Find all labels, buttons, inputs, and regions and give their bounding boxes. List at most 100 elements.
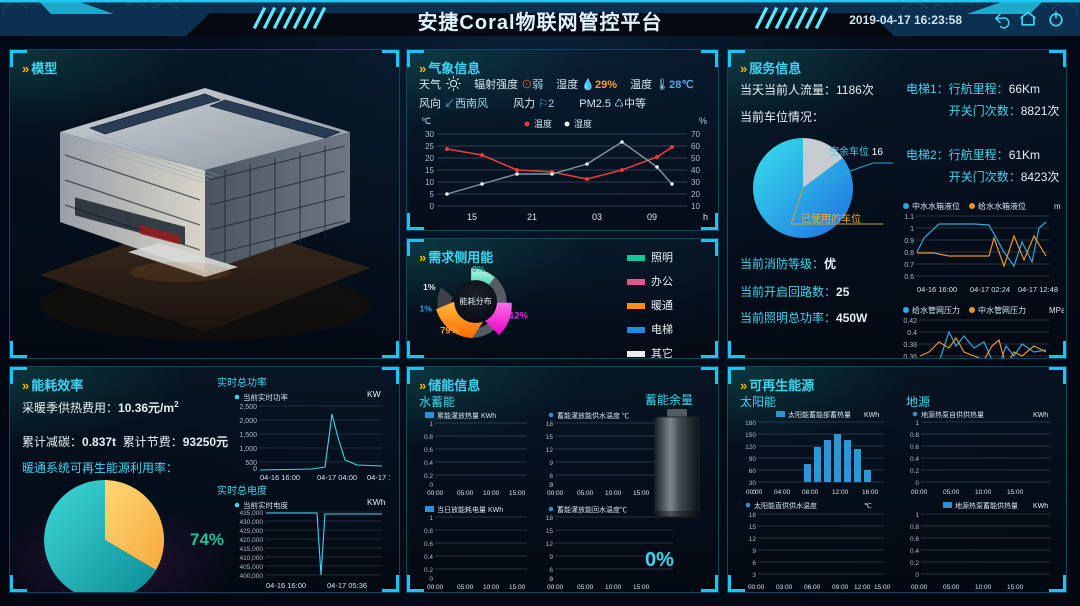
svg-text:18: 18 [546, 515, 554, 522]
svg-text:12: 12 [546, 541, 554, 548]
svg-text:湿度: 湿度 [574, 118, 592, 129]
svg-text:当日放能耗电量 KWh: 当日放能耗电量 KWh [437, 505, 503, 514]
svg-text:0.8: 0.8 [910, 524, 919, 531]
svg-text:9: 9 [549, 460, 553, 467]
svg-text:9: 9 [549, 554, 553, 561]
svg-text:实时总功率: 实时总功率 [217, 377, 267, 389]
svg-text:79%: 79% [440, 325, 459, 335]
svg-text:累能灌放热量 KWh: 累能灌放热量 KWh [437, 411, 496, 420]
svg-text:KWh: KWh [1033, 412, 1048, 419]
svg-text:10:00: 10:00 [975, 584, 992, 591]
svg-text:6: 6 [549, 473, 553, 480]
svg-text:6: 6 [549, 567, 553, 574]
svg-text:03:00: 03:00 [776, 584, 793, 591]
svg-text:06:00: 06:00 [804, 584, 821, 591]
svg-text:05:00: 05:00 [943, 489, 960, 496]
svg-text:15: 15 [467, 212, 477, 222]
svg-text:0.38: 0.38 [903, 342, 917, 349]
svg-text:0.36: 0.36 [903, 354, 917, 359]
svg-text:15: 15 [749, 524, 757, 531]
svg-text:09:00: 09:00 [832, 584, 849, 591]
svg-text:0.4: 0.4 [910, 548, 919, 555]
svg-text:04-16 16:00: 04-16 16:00 [266, 581, 306, 589]
svg-text:KWh: KWh [1033, 503, 1048, 510]
svg-text:430,000: 430,000 [240, 519, 264, 526]
svg-text:90: 90 [749, 456, 757, 463]
svg-text:10:00: 10:00 [605, 584, 622, 589]
svg-text:给水管网压力: 给水管网压力 [912, 305, 960, 315]
svg-text:05:00: 05:00 [577, 584, 594, 589]
svg-text:1%: 1% [423, 282, 436, 292]
svg-text:15:00: 15:00 [874, 584, 891, 591]
svg-text:04-16 16:00: 04-16 16:00 [917, 285, 957, 294]
svg-text:15:00: 15:00 [1007, 489, 1024, 496]
svg-text:00:00: 00:00 [547, 490, 564, 495]
svg-text:20: 20 [691, 190, 700, 199]
svg-text:18: 18 [546, 421, 554, 428]
svg-text:0.6: 0.6 [424, 541, 433, 548]
svg-text:0.6: 0.6 [910, 444, 919, 451]
svg-text:0.9: 0.9 [904, 238, 914, 245]
svg-text:0: 0 [549, 576, 553, 583]
svg-text:08:00: 08:00 [802, 489, 819, 496]
svg-text:0.8: 0.8 [904, 250, 914, 257]
svg-text:15:00: 15:00 [509, 584, 526, 589]
svg-text:20: 20 [425, 154, 434, 163]
svg-text:12:00: 12:00 [832, 489, 849, 496]
svg-text:1: 1 [429, 421, 433, 428]
svg-text:太阳能蓄能部蓄热量: 太阳能蓄能部蓄热量 [788, 410, 851, 419]
svg-text:给水水箱液位: 给水水箱液位 [978, 201, 1026, 211]
svg-text:15: 15 [425, 166, 434, 175]
svg-text:6: 6 [752, 560, 756, 567]
svg-text:00:00: 00:00 [427, 584, 444, 589]
svg-text:0: 0 [429, 576, 433, 583]
svg-text:60: 60 [749, 468, 757, 475]
svg-text:0: 0 [549, 482, 553, 489]
svg-text:415,000: 415,000 [240, 546, 264, 553]
svg-text:空余车位 16: 空余车位 16 [829, 145, 883, 158]
svg-text:0: 0 [915, 572, 919, 579]
svg-text:m: m [1054, 202, 1061, 211]
svg-text:00:00: 00:00 [911, 584, 928, 591]
svg-text:0.6: 0.6 [424, 447, 433, 454]
svg-text:03: 03 [592, 212, 602, 222]
svg-text:地源热泵自供供热量: 地源热泵自供供热量 [921, 410, 984, 419]
svg-text:05:00: 05:00 [577, 490, 594, 495]
svg-text:04-17 02:24: 04-17 02:24 [970, 285, 1010, 294]
svg-text:0.8: 0.8 [424, 434, 433, 441]
svg-text:KW: KW [367, 389, 381, 399]
svg-text:12%: 12% [509, 310, 528, 320]
svg-text:50: 50 [691, 154, 700, 163]
svg-text:已使用的车位: 已使用的车位 [801, 212, 861, 225]
svg-text:℃: ℃ [421, 116, 431, 126]
svg-text:0.6: 0.6 [910, 536, 919, 543]
svg-text:h: h [703, 212, 708, 222]
svg-text:435,000: 435,000 [240, 510, 264, 517]
svg-text:0.2: 0.2 [910, 468, 919, 475]
svg-text:400,000: 400,000 [240, 573, 264, 580]
svg-text:1: 1 [915, 512, 919, 519]
svg-text:1.1: 1.1 [904, 214, 914, 221]
svg-text:地源热泵蓄能供热量: 地源热泵蓄能供热量 [955, 501, 1018, 510]
svg-text:405,000: 405,000 [240, 564, 264, 571]
svg-text:00:00: 00:00 [911, 489, 928, 496]
svg-text:当前实时电度: 当前实时电度 [243, 500, 288, 510]
svg-text:0: 0 [915, 480, 919, 487]
svg-text:0.42: 0.42 [903, 318, 917, 325]
svg-text:21: 21 [527, 212, 537, 222]
svg-text:太阳能直供供水温度: 太阳能直供供水温度 [754, 501, 817, 510]
svg-text:1: 1 [910, 226, 914, 233]
svg-text:00:00: 00:00 [748, 584, 765, 591]
svg-text:40: 40 [691, 166, 700, 175]
svg-text:10:00: 10:00 [605, 490, 622, 495]
svg-text:10: 10 [425, 178, 434, 187]
svg-text:10:00: 10:00 [483, 584, 500, 589]
svg-text:12: 12 [546, 447, 554, 454]
svg-text:60: 60 [691, 142, 700, 151]
svg-text:0.6: 0.6 [904, 274, 914, 281]
svg-text:410,000: 410,000 [240, 555, 264, 562]
svg-text:0.2: 0.2 [424, 567, 433, 574]
svg-text:180: 180 [745, 420, 756, 427]
svg-text:KWh: KWh [367, 497, 386, 507]
svg-text:0: 0 [253, 466, 257, 473]
